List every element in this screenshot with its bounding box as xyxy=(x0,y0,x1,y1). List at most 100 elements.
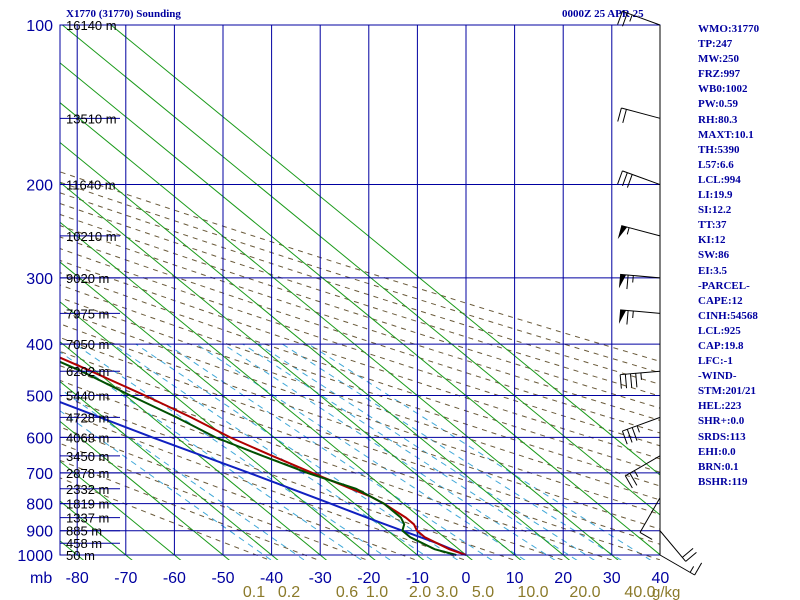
dry-adiabat xyxy=(60,477,271,560)
mixing-ratio-label: 10.0 xyxy=(517,584,548,600)
pressure-label: 1000 xyxy=(17,548,53,565)
index-item: CINH:54568 xyxy=(698,309,758,322)
valid-time: 0000Z 25 APR 25 xyxy=(562,8,644,20)
mixing-ratio-line xyxy=(258,343,595,560)
wind-barb xyxy=(617,10,661,27)
wind-barb xyxy=(624,455,661,489)
index-item: WB0:1002 xyxy=(698,83,748,96)
mixing-ratio-label: 0.2 xyxy=(278,584,300,600)
index-item: KI:12 xyxy=(698,234,726,247)
dry-adiabat xyxy=(60,426,418,560)
mixing-ratio-line xyxy=(282,343,622,560)
index-item: BRN:0.1 xyxy=(698,460,739,473)
wind-barb xyxy=(618,273,661,290)
height-label: 1337 m xyxy=(66,511,109,526)
temperature-tick-label: 20 xyxy=(554,570,572,587)
plot-frame xyxy=(59,24,661,556)
mixing-ratio-line xyxy=(242,343,578,560)
mixing-ratio-line xyxy=(222,343,556,560)
temperature-tick-label: -70 xyxy=(114,570,137,587)
index-item: MAXT:10.1 xyxy=(698,128,754,141)
temperature-tick-label: 10 xyxy=(506,570,524,587)
index-item: SW:86 xyxy=(698,249,730,262)
height-label: 3450 m xyxy=(66,449,109,464)
mixing-ratio-label: 1.0 xyxy=(366,584,388,600)
mixing-ratio-label: 3.0 xyxy=(436,584,458,600)
height-label: 6202 m xyxy=(66,364,109,379)
dry-adiabat xyxy=(60,181,660,374)
index-item: TP:247 xyxy=(698,38,733,51)
isotherm-line xyxy=(60,141,571,560)
isotherm-line xyxy=(60,420,230,560)
index-item: LCL:994 xyxy=(698,173,741,186)
index-item: LFC:-1 xyxy=(698,355,733,368)
temperature-tick-label: -10 xyxy=(406,570,429,587)
dry-adiabat xyxy=(60,259,660,460)
mixing-ratio-line xyxy=(60,351,363,560)
wind-barb xyxy=(617,225,661,240)
temperature-tick-label: -60 xyxy=(163,570,186,587)
index-item: LCL:925 xyxy=(698,324,741,337)
dry-adiabat xyxy=(60,272,660,473)
index-item: PW:0.59 xyxy=(698,98,739,111)
temperature-tick-label: 30 xyxy=(603,570,621,587)
mixing-ratio-line xyxy=(112,343,433,560)
pressure-label: 400 xyxy=(26,337,53,354)
index-item: EI:3.5 xyxy=(698,264,728,277)
mixing-ratio-label: 2.0 xyxy=(409,584,431,600)
temperature-tick-label: 0 xyxy=(462,570,471,587)
mixing-ratio-unit: g/kg xyxy=(652,584,680,600)
station-title: X1770 (31770) Sounding xyxy=(66,8,181,20)
wind-barb xyxy=(659,554,703,576)
wind-barb xyxy=(619,370,661,389)
index-item: STM:201/21 xyxy=(698,385,757,398)
wind-barb xyxy=(617,170,661,188)
pressure-unit-label: mb xyxy=(30,570,52,587)
isotherm-line xyxy=(60,341,328,560)
dry-adiabat xyxy=(60,248,660,447)
dry-adiabat xyxy=(60,284,660,487)
dry-adiabat xyxy=(60,395,516,560)
isotherm-line xyxy=(60,102,619,560)
pressure-label: 500 xyxy=(26,388,53,405)
dry-adiabat xyxy=(60,225,660,421)
height-label: 5440 m xyxy=(66,388,109,403)
index-item: WMO:31770 xyxy=(698,23,760,35)
height-label: 50 m xyxy=(66,548,95,563)
isotherm-line xyxy=(60,301,376,560)
wind-barb xyxy=(659,530,697,562)
height-label: 11640 m xyxy=(66,178,116,193)
index-panel: WMO:31770 TP:247 MW:250 FRZ:997 WB0:1002 PW:0… xyxy=(698,22,800,490)
height-label: 1819 m xyxy=(66,497,109,512)
dry-adiabat xyxy=(60,297,660,501)
index-item: HEL:223 xyxy=(698,400,742,413)
mixing-ratio-line xyxy=(60,388,305,560)
height-label: 9020 m xyxy=(66,271,109,286)
index-item: RH:80.3 xyxy=(698,113,738,126)
mixing-ratio-line xyxy=(74,343,391,560)
index-item: L57:6.6 xyxy=(698,158,734,171)
pressure-label: 700 xyxy=(26,466,53,483)
mixing-ratio-label: 20.0 xyxy=(569,584,600,600)
height-label: 4728 m xyxy=(66,410,109,425)
isotherm-line xyxy=(60,380,279,560)
mixing-ratio-line xyxy=(166,343,493,560)
temperature-tick-label: -80 xyxy=(66,570,89,587)
isotherm-line xyxy=(110,24,660,476)
height-label: 7050 m xyxy=(66,337,109,352)
mixing-ratio-label: 5.0 xyxy=(472,584,494,600)
pressure-label: 100 xyxy=(26,18,53,35)
wind-barb xyxy=(621,416,661,445)
index-item: CAPE:12 xyxy=(698,294,743,307)
wind-barb xyxy=(617,107,661,123)
wind-barb xyxy=(618,309,661,325)
temperature-tick-label: -30 xyxy=(309,570,332,587)
dry-adiabat xyxy=(60,442,369,560)
index-item: SRDS:113 xyxy=(698,430,746,443)
temperature-tick-label: -40 xyxy=(260,570,283,587)
pressure-label: 300 xyxy=(26,271,53,288)
dry-adiabat xyxy=(60,350,660,560)
height-label: 4068 m xyxy=(66,430,109,445)
temperature-tick-label: 40 xyxy=(652,570,670,587)
